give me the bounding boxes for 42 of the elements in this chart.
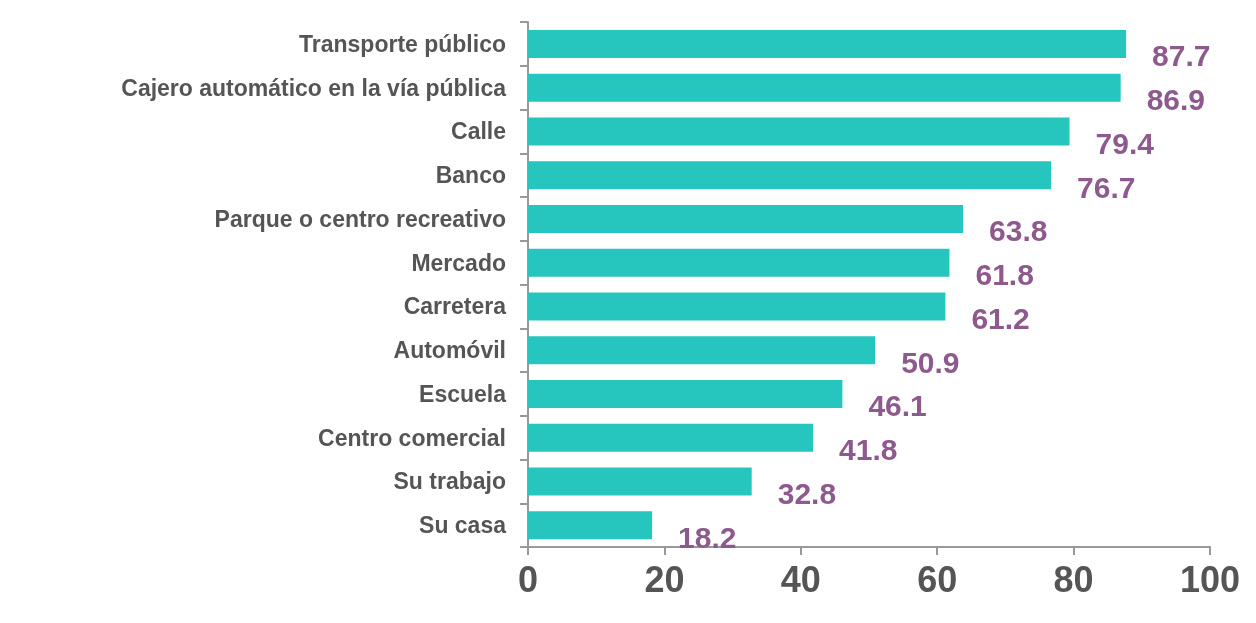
y-tick-label: Carretera [403,293,507,320]
data-label: 86.9 [1146,83,1206,117]
bar [528,117,1070,146]
data-label: 63.8 [989,214,1048,248]
data-label: 76.7 [1077,170,1136,204]
bar [528,423,814,452]
bar [528,292,946,321]
bar [528,379,843,408]
x-tick-label: 100 [1179,558,1241,600]
data-label: 50.9 [901,345,960,379]
data-label: 87.7 [1152,39,1211,73]
bar [528,29,1127,58]
y-tick-label: Automóvil [393,337,506,364]
data-label: 61.8 [975,258,1034,292]
bar [528,467,752,496]
y-tick-label: Parque o centro recreativo [214,205,506,232]
bar [528,204,964,233]
x-tick-label: 80 [1053,558,1094,600]
bar [528,511,653,540]
y-tick-label: Escuela [419,380,507,407]
data-label: 18.2 [678,520,737,554]
y-tick-label: Su trabajo [393,468,506,495]
x-tick-label: 0 [517,558,539,600]
x-tick-label: 20 [644,558,685,600]
data-label: 79.4 [1095,126,1155,160]
y-tick-label: Mercado [411,249,506,276]
y-tick-label: Cajero automático en la vía pública [121,74,507,101]
bar [528,161,1052,190]
data-label: 32.8 [777,476,837,510]
bar [528,73,1121,102]
x-tick-label: 60 [917,558,958,600]
data-label: 46.1 [868,389,927,423]
y-tick-label: Su casa [419,512,507,539]
data-label: 61.2 [971,301,1030,335]
bar [528,336,876,365]
y-tick-label: Calle [451,118,506,145]
data-label: 41.8 [839,433,898,467]
y-tick-label: Transporte público [298,30,506,57]
x-tick-label: 40 [780,558,821,600]
bar [528,248,950,277]
y-tick-label: Centro comercial [318,424,506,451]
y-tick-label: Banco [435,162,506,189]
